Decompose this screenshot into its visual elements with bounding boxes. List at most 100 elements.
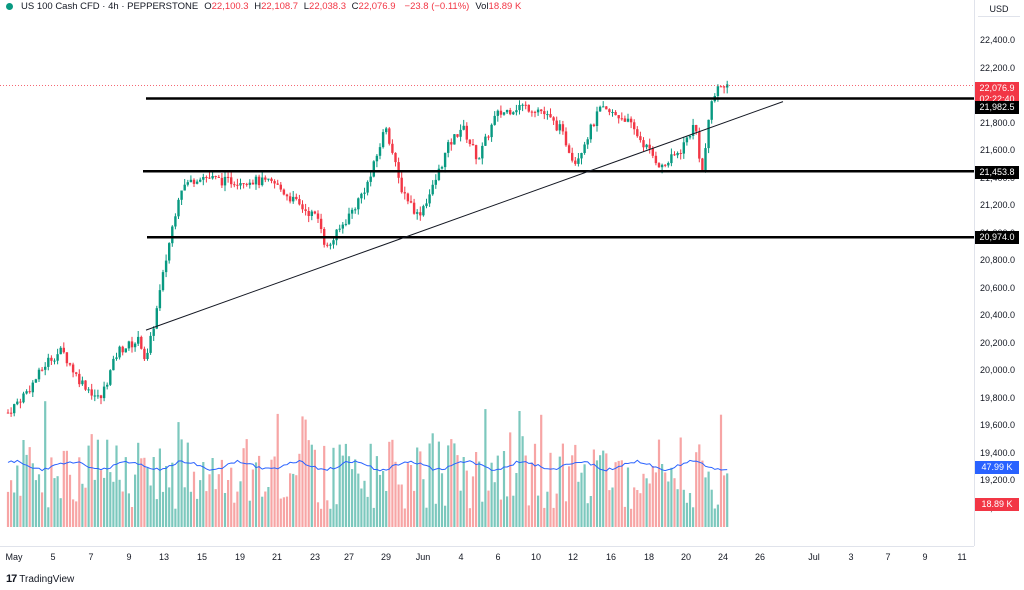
time-tick-label: 15 <box>196 552 208 562</box>
chart-pane[interactable] <box>0 0 974 546</box>
volume-bar <box>168 487 171 527</box>
candle <box>137 336 140 344</box>
volume-bar <box>28 447 31 527</box>
candle <box>171 226 174 244</box>
volume-bar <box>518 411 521 527</box>
volume-bar <box>220 459 223 527</box>
volume-bar <box>537 495 540 527</box>
time-tick-label: 29 <box>380 552 392 562</box>
candle <box>96 395 100 397</box>
volume-bar <box>490 462 493 527</box>
volume-bar <box>633 487 636 527</box>
volume-bar <box>471 476 475 527</box>
candle <box>372 161 375 177</box>
candle <box>143 348 146 360</box>
volume-bar <box>406 463 409 527</box>
candle <box>350 209 354 214</box>
time-axis[interactable] <box>0 546 974 571</box>
volume-bar <box>62 450 65 527</box>
candle <box>515 110 518 113</box>
open-value: 22,100.3 <box>211 1 249 12</box>
volume-bar <box>465 470 468 527</box>
candle <box>453 134 456 145</box>
volume-bar <box>577 481 580 527</box>
time-tick-label: 7 <box>88 552 94 562</box>
candle <box>512 112 515 115</box>
volume-bar <box>10 480 13 527</box>
volume-bar <box>25 454 28 527</box>
volume-bar <box>385 491 388 527</box>
volume-bar <box>140 458 143 527</box>
volume-bar <box>323 445 326 527</box>
volume-bar <box>341 455 344 527</box>
candle <box>109 370 112 385</box>
volume-bar <box>599 455 602 527</box>
currency-button[interactable]: USD <box>978 2 1020 17</box>
volume-bar <box>493 482 496 527</box>
volume-bar <box>372 507 375 527</box>
candle <box>484 136 487 146</box>
time-tick-label: 18 <box>643 552 655 562</box>
volume-bar <box>208 474 211 527</box>
volume-bar <box>639 493 642 527</box>
price-tick-label: 20,600.0 <box>980 282 1016 293</box>
volume-bar <box>37 474 41 527</box>
candle <box>338 228 341 230</box>
volume-bar <box>679 437 682 527</box>
volume-bar <box>118 479 121 527</box>
volume-bar <box>574 444 577 527</box>
candle <box>44 366 47 370</box>
candle <box>270 178 273 181</box>
volume-bar <box>611 487 614 527</box>
candle <box>400 177 403 193</box>
volume-bar <box>475 452 478 527</box>
volume-bar <box>642 473 645 527</box>
candle <box>595 111 599 126</box>
volume-bar <box>623 506 626 527</box>
candle <box>465 125 468 140</box>
candle <box>704 148 707 171</box>
candle <box>208 177 211 179</box>
volume-bar <box>419 451 422 527</box>
volume-bar <box>199 480 202 527</box>
volume-bar <box>261 496 264 527</box>
volume-bar <box>444 505 447 527</box>
volume-bar <box>93 479 96 527</box>
symbol-title[interactable]: US 100 Cash CFD · 4h · PEPPERSTONE <box>21 1 199 12</box>
volume-bar <box>282 497 285 527</box>
candle <box>447 142 450 153</box>
time-tick-label: 24 <box>717 552 729 562</box>
volume-bar <box>270 459 273 527</box>
volume-bar <box>31 463 34 527</box>
candle <box>701 158 704 171</box>
volume-bar <box>723 475 726 527</box>
volume-bar <box>254 462 258 527</box>
volume-bar <box>75 501 78 527</box>
volume-bar <box>437 441 440 527</box>
volume-bar <box>716 504 719 527</box>
tradingview-logo[interactable]: 17 TradingView <box>6 573 74 585</box>
candle <box>571 152 574 161</box>
candle <box>40 369 44 371</box>
volume-bar <box>512 495 515 527</box>
volume-bar <box>186 442 189 527</box>
volume-bar <box>329 508 332 527</box>
candle <box>279 184 282 190</box>
volume-bar <box>676 489 679 527</box>
candle <box>226 176 230 178</box>
price-tick-label: 19,600.0 <box>980 420 1016 431</box>
volume-bar <box>292 473 295 527</box>
candle <box>478 158 481 160</box>
candle <box>629 118 633 123</box>
volume-bar <box>533 443 537 527</box>
volume-bar <box>127 493 130 527</box>
price-chart-svg[interactable] <box>0 0 974 546</box>
candle <box>660 164 664 168</box>
volume-bar <box>487 490 490 527</box>
volume-bar <box>459 490 462 527</box>
candle <box>102 386 106 399</box>
candle <box>710 101 713 120</box>
volume-ma-label: 47.99 K <box>975 461 1019 474</box>
volume-bar <box>692 507 695 527</box>
volume-bar <box>481 501 484 527</box>
